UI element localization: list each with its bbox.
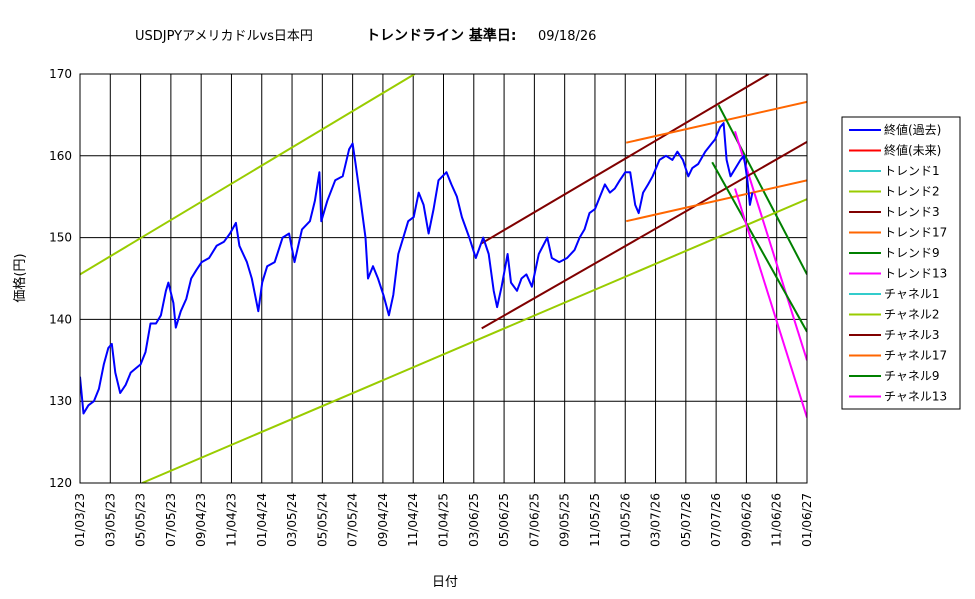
legend-label: トレンド17 <box>884 226 947 240</box>
legend-label: チャネル9 <box>884 369 940 383</box>
legend-label: チャネル17 <box>884 349 947 363</box>
x-tick-label: 11/04/24 <box>406 493 420 547</box>
x-axis: 01/03/23 03/05/23 05/05/23 07/05/23 09/04/23… <box>73 493 814 547</box>
series-line-5 <box>625 100 807 144</box>
x-tick-label: 03/06/25 <box>467 493 481 547</box>
x-tick-label: 03/05/23 <box>103 493 117 547</box>
x-tick-label: 05/05/23 <box>134 493 148 547</box>
x-tick-label: 01/04/25 <box>437 493 451 547</box>
series-line-10 <box>481 141 807 330</box>
series-line-11 <box>625 179 807 223</box>
y-tick-label: 160 <box>49 149 72 163</box>
series-line-3 <box>80 74 416 276</box>
chart-subtitle: トレンドライン 基準日: <box>366 27 516 44</box>
y-tick-label: 120 <box>49 476 72 490</box>
x-tick-label: 03/07/26 <box>649 493 663 547</box>
x-tick-label: 11/04/23 <box>224 493 238 547</box>
x-tick-label: 07/05/23 <box>164 493 178 547</box>
x-tick-label: 07/05/24 <box>346 493 360 547</box>
y-tick-label: 130 <box>49 394 72 408</box>
series-line-12 <box>711 161 807 333</box>
legend-box <box>841 116 961 410</box>
legend-label: 終値(未来) <box>884 143 941 158</box>
series-line-13 <box>734 188 807 418</box>
x-tick-label: 05/05/24 <box>315 493 329 547</box>
x-tick-label: 09/04/23 <box>194 493 208 547</box>
y-tick-label: 140 <box>49 312 72 326</box>
legend-label: チャネル2 <box>884 308 940 322</box>
y-axis-title: 価格(円) <box>12 253 28 302</box>
series-lines <box>80 74 807 483</box>
x-tick-label: 05/06/25 <box>497 493 511 547</box>
x-tick-label: 05/07/26 <box>679 493 693 547</box>
y-tick-label: 170 <box>49 67 72 81</box>
series-line-7 <box>734 131 807 361</box>
legend-label: 終値(過去) <box>884 122 941 137</box>
x-tick-label: 09/05/25 <box>558 493 572 547</box>
chart-reference-date: 09/18/26 <box>538 29 596 44</box>
series-line-0 <box>80 122 754 415</box>
grid <box>80 74 807 483</box>
series-line-9 <box>141 198 807 483</box>
x-tick-label: 11/05/25 <box>588 493 602 547</box>
legend-label: チャネル3 <box>884 328 940 342</box>
legend-label: トレンド1 <box>884 164 940 178</box>
legend-label: トレンド3 <box>884 205 940 219</box>
y-tick-label: 150 <box>49 231 72 245</box>
x-tick-label: 09/06/26 <box>739 493 753 547</box>
legend-label: トレンド13 <box>884 267 947 281</box>
x-tick-label: 01/05/26 <box>618 493 632 547</box>
x-tick-label: 01/04/24 <box>255 493 269 547</box>
x-tick-label: 09/04/24 <box>376 493 390 547</box>
x-tick-label: 03/05/24 <box>285 493 299 547</box>
legend-label: チャネル1 <box>884 287 940 301</box>
x-tick-label: 07/06/25 <box>527 493 541 547</box>
legend-label: チャネル13 <box>884 390 947 404</box>
y-axis: 120 130 140 150 160 170 <box>49 67 72 490</box>
series-line-4 <box>481 74 770 245</box>
plot-border <box>79 73 808 484</box>
x-axis-title: 日付 <box>432 575 458 590</box>
x-tick-label: 07/07/26 <box>709 493 723 547</box>
x-tick-label: 01/06/27 <box>800 493 814 547</box>
legend-label: トレンド9 <box>884 246 940 260</box>
chart-title: USDJPYアメリカドルvs日本円 <box>135 29 313 44</box>
legend: 終値(過去) 終値(未来) トレンド1 トレンド2 トレンド3 トレンド17 トレンド9 トレ… <box>841 116 961 410</box>
x-tick-label: 11/06/26 <box>770 493 784 547</box>
x-tick-label: 01/03/23 <box>73 493 87 547</box>
legend-label: トレンド2 <box>884 185 940 199</box>
